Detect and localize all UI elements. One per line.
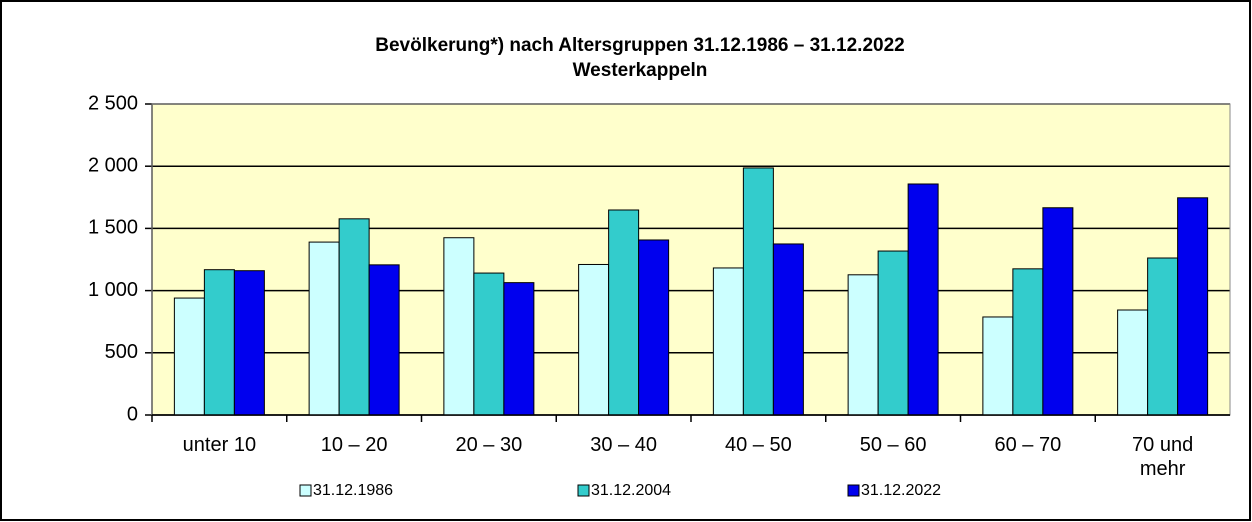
y-tick-label: 2 500 <box>88 92 138 114</box>
bar <box>907 183 939 416</box>
bar <box>1177 197 1209 416</box>
y-tick-label: 2 000 <box>88 154 138 176</box>
bar <box>1042 207 1074 416</box>
x-tick-label: 30 – 40 <box>590 434 657 456</box>
bar <box>173 297 205 416</box>
bar <box>982 316 1014 416</box>
bar <box>233 270 265 416</box>
x-tick-label: 50 – 60 <box>859 434 927 456</box>
bar <box>847 274 879 416</box>
x-tick-label: 70 und mehr <box>1132 434 1194 480</box>
x-tick-label: 20 – 30 <box>455 434 523 456</box>
x-tick-label: 40 – 50 <box>725 434 792 456</box>
bar <box>742 167 774 416</box>
chart-title: Bevölkerung*) nach Altersgruppen 31.12.1… <box>375 35 904 56</box>
bar <box>1012 268 1044 416</box>
x-tick-label: 60 – 70 <box>994 434 1062 456</box>
bar <box>1147 257 1179 416</box>
legend-swatch <box>577 484 590 497</box>
chart-subtitle: Westerkappeln <box>573 60 708 81</box>
bar <box>608 209 640 416</box>
bar <box>308 241 340 416</box>
y-tick-label: 500 <box>105 341 138 363</box>
bar <box>443 237 475 416</box>
y-tick-label: 0 <box>127 403 138 425</box>
x-tick-label: unter 10 <box>182 434 257 456</box>
legend-label: 31.12.1986 <box>313 482 393 499</box>
bar <box>203 269 235 416</box>
legend-swatch <box>299 484 312 497</box>
bar <box>473 272 505 416</box>
bar <box>368 264 400 416</box>
bar <box>1117 309 1149 416</box>
y-tick-label: 1 500 <box>88 217 138 239</box>
bar <box>772 243 804 416</box>
legend-label: 31.12.2004 <box>591 482 671 499</box>
legend-label: 31.12.2022 <box>861 482 941 499</box>
bar <box>578 263 610 416</box>
bar <box>503 282 535 416</box>
bar <box>638 239 670 416</box>
bar <box>338 218 370 416</box>
legend-swatch <box>847 484 860 497</box>
x-tick-label: 10 – 20 <box>320 434 388 456</box>
bar <box>712 267 744 416</box>
y-tick-label: 1 000 <box>88 279 138 301</box>
bar <box>877 250 909 416</box>
